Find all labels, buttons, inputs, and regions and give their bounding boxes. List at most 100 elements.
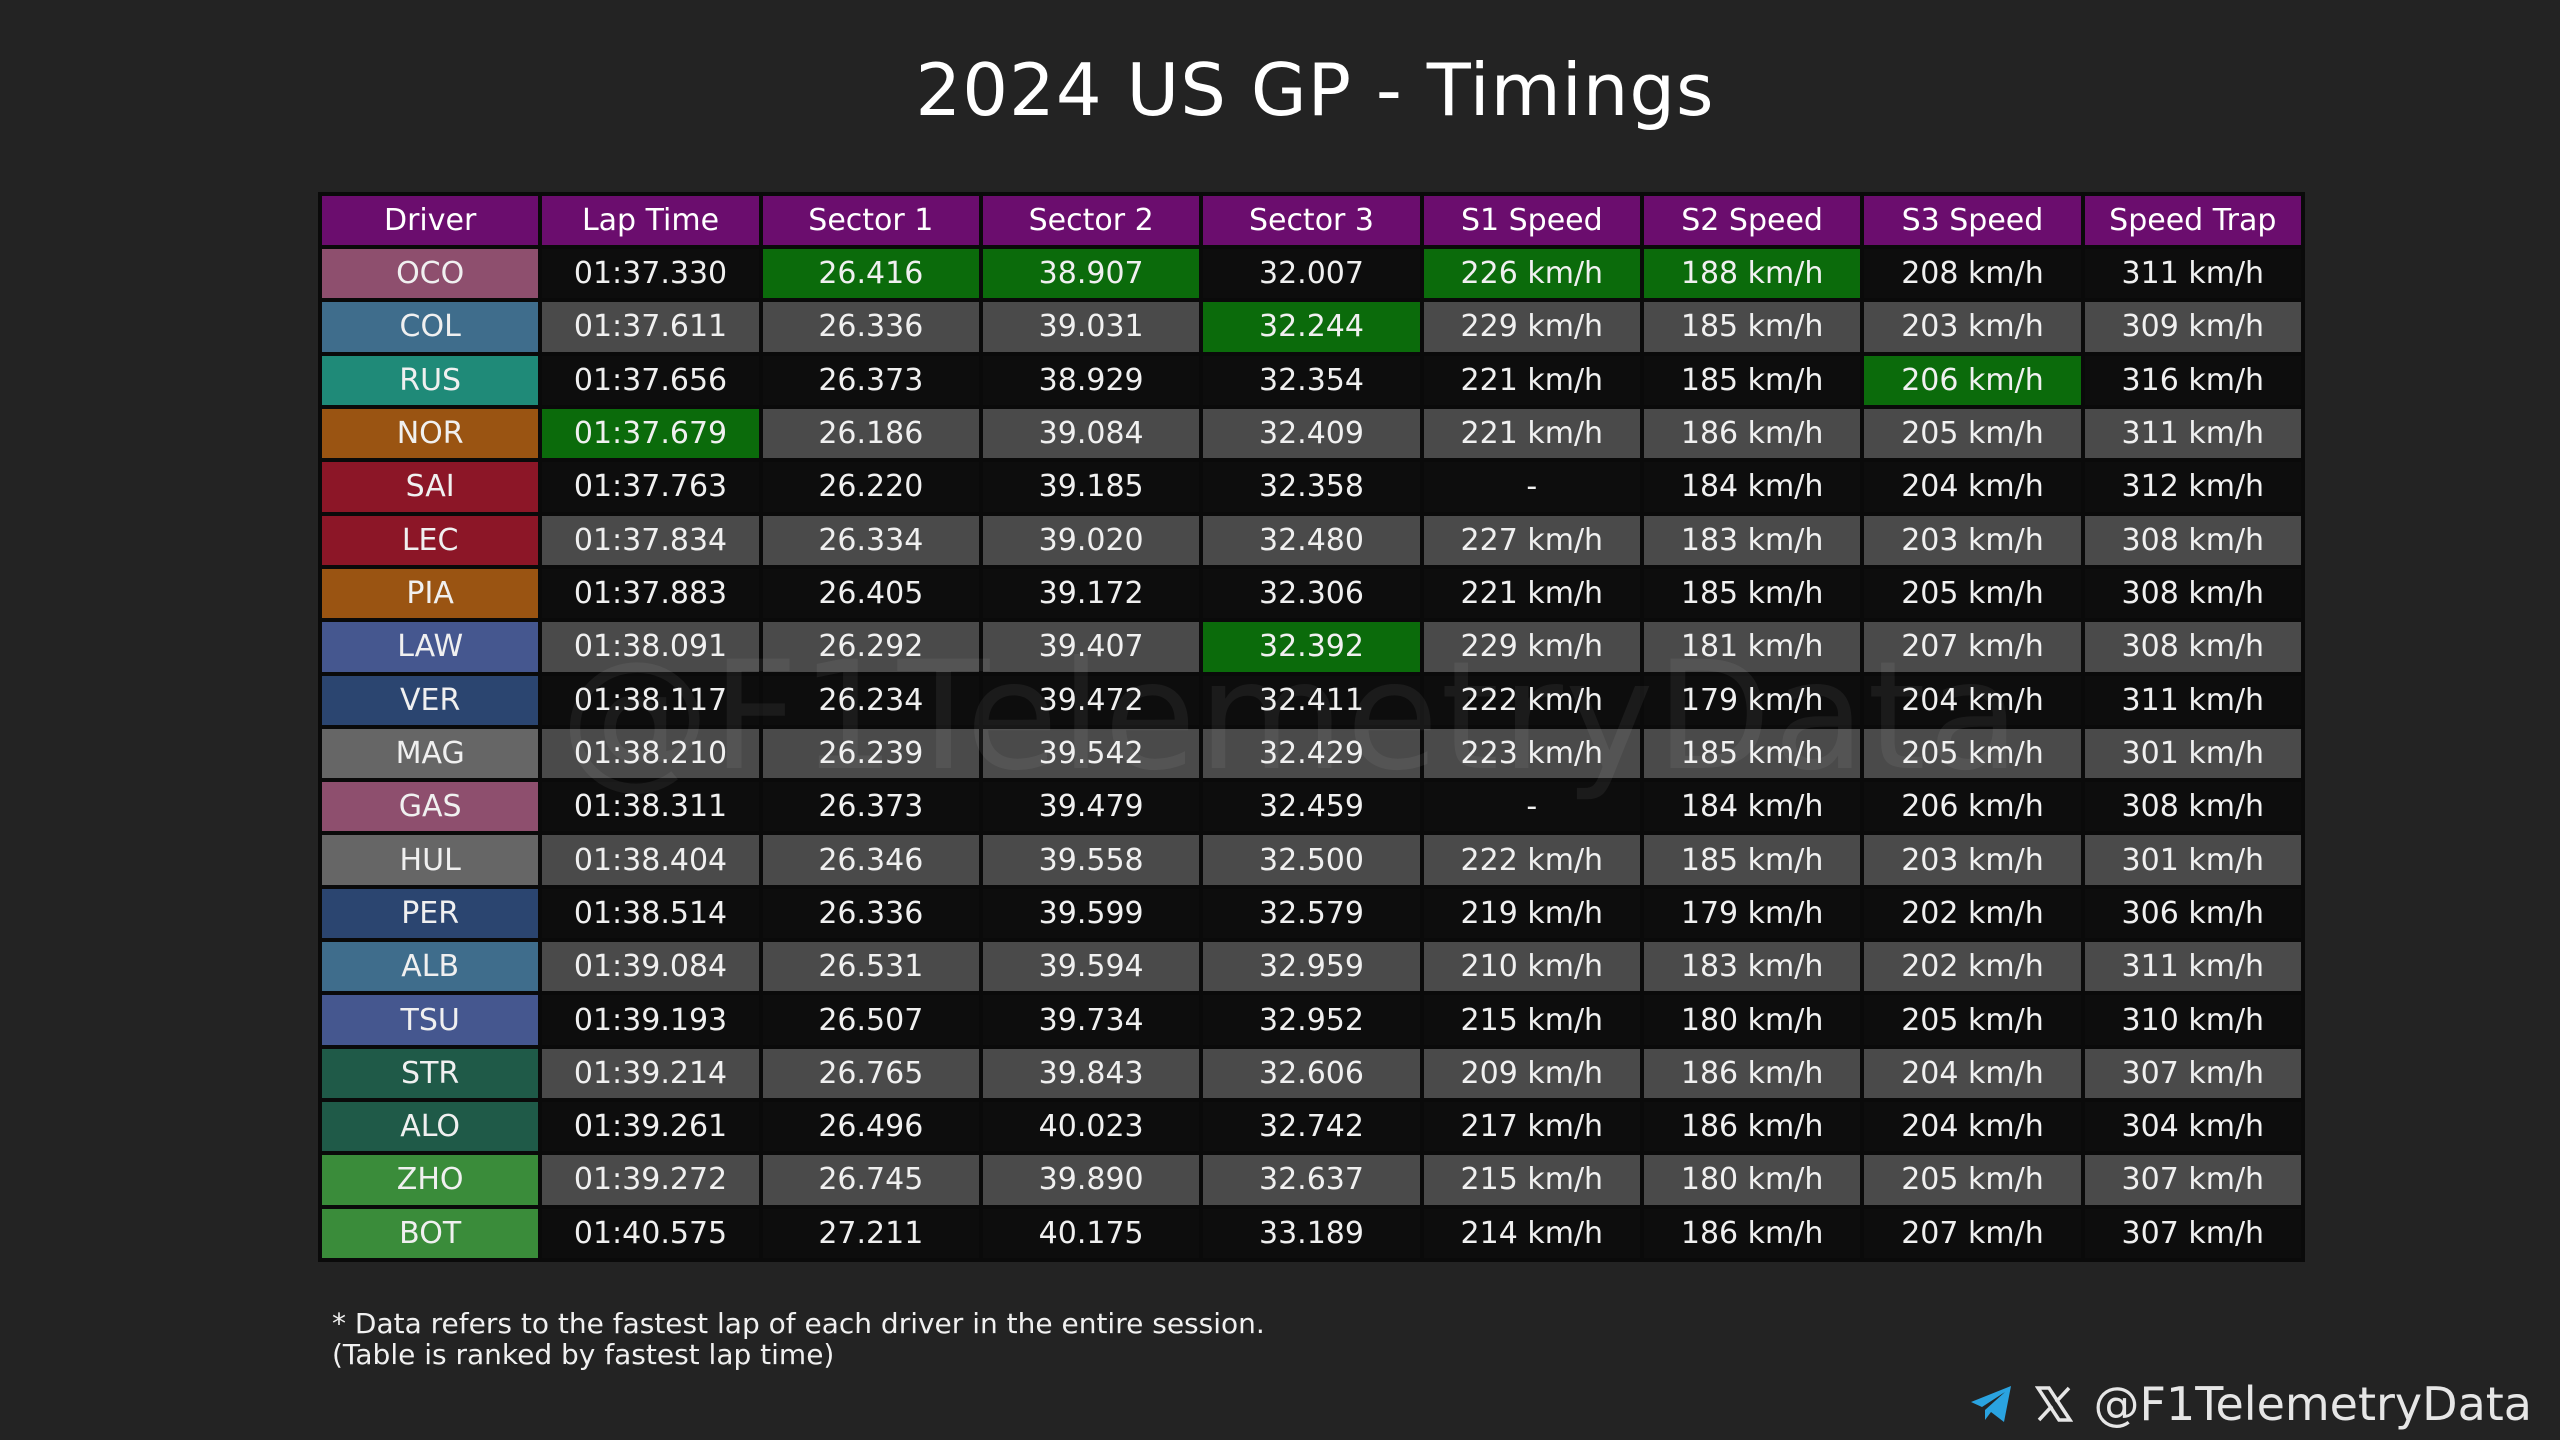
value-cell: 32.742	[1203, 1102, 1420, 1152]
best-value-cell: 188 km/h	[1643, 249, 1861, 299]
column-header: Speed Trap	[2084, 196, 2301, 245]
page-title: 2024 US GP - Timings	[915, 48, 1715, 132]
column-header: S3 Speed	[1864, 196, 2081, 245]
value-cell: 39.558	[982, 835, 1200, 885]
value-cell: 26.334	[762, 515, 979, 565]
value-cell: 184 km/h	[1643, 462, 1861, 512]
column-header: Sector 3	[1203, 196, 1420, 245]
table-row: VER 01:38.117 26.234 39.472 32.411 222 km/h 17…	[322, 675, 2301, 725]
value-cell: 205 km/h	[1864, 995, 2081, 1045]
value-cell: 39.031	[982, 302, 1200, 352]
value-cell: 312 km/h	[2084, 462, 2301, 512]
table-row: ZHO 01:39.272 26.745 39.890 32.637 215 km/h 18…	[322, 1155, 2301, 1205]
value-cell: 222 km/h	[1423, 835, 1640, 885]
value-cell: 185 km/h	[1643, 302, 1861, 352]
value-cell: 01:39.272	[542, 1155, 759, 1205]
x-icon[interactable]	[2035, 1385, 2074, 1423]
value-cell: 01:37.611	[542, 302, 759, 352]
driver-cell: OCO	[322, 249, 539, 299]
telegram-icon[interactable]	[1969, 1384, 2015, 1424]
value-cell: 214 km/h	[1423, 1208, 1640, 1258]
value-cell: 204 km/h	[1864, 675, 2081, 725]
table-row: NOR 01:37.679 26.186 39.084 32.409 221 km/h 18…	[322, 408, 2301, 459]
value-cell: 32.409	[1203, 408, 1420, 459]
header-row: Driver Lap Time Sector 1 Sector 2 Sector 3 S1…	[322, 196, 2301, 245]
value-cell: 205 km/h	[1864, 408, 2081, 459]
best-value-cell: 32.244	[1203, 302, 1420, 352]
value-cell: 01:39.193	[542, 995, 759, 1045]
value-cell: 32.637	[1203, 1155, 1420, 1205]
value-cell: 39.843	[982, 1048, 1200, 1098]
value-cell: 26.234	[762, 675, 979, 725]
table-row: RUS 01:37.656 26.373 38.929 32.354 221 km/h 18…	[322, 355, 2301, 405]
column-header: Driver	[322, 196, 539, 245]
value-cell: 26.531	[762, 942, 979, 992]
value-cell: 01:39.214	[542, 1048, 759, 1098]
value-cell: 32.429	[1203, 728, 1420, 779]
value-cell: 183 km/h	[1643, 515, 1861, 565]
value-cell: 01:38.311	[542, 782, 759, 832]
table-body: OCO 01:37.330 26.416 38.907 32.007 226 km/h 18…	[322, 249, 2301, 1258]
value-cell: 01:38.404	[542, 835, 759, 885]
value-cell: 01:38.514	[542, 888, 759, 939]
value-cell: 227 km/h	[1423, 515, 1640, 565]
driver-cell: ALO	[322, 1102, 539, 1152]
driver-cell: VER	[322, 675, 539, 725]
value-cell: 32.959	[1203, 942, 1420, 992]
table-header: Driver Lap Time Sector 1 Sector 2 Sector 3 S1…	[322, 196, 2301, 245]
value-cell: 01:39.261	[542, 1102, 759, 1152]
value-cell: 311 km/h	[2084, 249, 2301, 299]
value-cell: 01:38.091	[542, 622, 759, 672]
value-cell: 32.459	[1203, 782, 1420, 832]
value-cell: 01:38.210	[542, 728, 759, 779]
footnotes: * Data refers to the fastest lap of each…	[332, 1308, 1265, 1370]
value-cell: 311 km/h	[2084, 675, 2301, 725]
footnote-line-2: (Table is ranked by fastest lap time)	[332, 1338, 835, 1371]
table-row: LEC 01:37.834 26.334 39.020 32.480 227 km/h 18…	[322, 515, 2301, 565]
value-cell: 26.373	[762, 355, 979, 405]
value-cell: 223 km/h	[1423, 728, 1640, 779]
value-cell: 308 km/h	[2084, 782, 2301, 832]
value-cell: 221 km/h	[1423, 355, 1640, 405]
value-cell: 39.020	[982, 515, 1200, 565]
table-row: MAG 01:38.210 26.239 39.542 32.429 223 km/h 18…	[322, 728, 2301, 779]
value-cell: 307 km/h	[2084, 1155, 2301, 1205]
value-cell: 39.407	[982, 622, 1200, 672]
value-cell: 32.606	[1203, 1048, 1420, 1098]
value-cell: 26.496	[762, 1102, 979, 1152]
value-cell: 217 km/h	[1423, 1102, 1640, 1152]
value-cell: 316 km/h	[2084, 355, 2301, 405]
value-cell: 307 km/h	[2084, 1208, 2301, 1258]
driver-cell: RUS	[322, 355, 539, 405]
social-handle[interactable]: @F1TelemetryData	[2093, 1377, 2532, 1431]
table-row: SAI 01:37.763 26.220 39.185 32.358-184 km/h 2…	[322, 462, 2301, 512]
value-cell: 202 km/h	[1864, 888, 2081, 939]
driver-cell: TSU	[322, 995, 539, 1045]
value-cell: 32.480	[1203, 515, 1420, 565]
value-cell: 229 km/h	[1423, 622, 1640, 672]
value-cell: 206 km/h	[1864, 782, 2081, 832]
value-cell: -	[1423, 462, 1640, 512]
best-value-cell: 206 km/h	[1864, 355, 2081, 405]
value-cell: 186 km/h	[1643, 408, 1861, 459]
best-value-cell: 26.416	[762, 249, 979, 299]
driver-cell: STR	[322, 1048, 539, 1098]
table-row: BOT 01:40.575 27.211 40.175 33.189 214 km/h 18…	[322, 1208, 2301, 1258]
value-cell: 26.336	[762, 302, 979, 352]
value-cell: 207 km/h	[1864, 622, 2081, 672]
value-cell: 185 km/h	[1643, 568, 1861, 619]
best-value-cell: 226 km/h	[1423, 249, 1640, 299]
table-row: TSU 01:39.193 26.507 39.734 32.952 215 km/h 18…	[322, 995, 2301, 1045]
value-cell: 32.500	[1203, 835, 1420, 885]
value-cell: 39.084	[982, 408, 1200, 459]
value-cell: 215 km/h	[1423, 1155, 1640, 1205]
driver-cell: ZHO	[322, 1155, 539, 1205]
column-header: Lap Time	[542, 196, 759, 245]
value-cell: 26.292	[762, 622, 979, 672]
value-cell: 202 km/h	[1864, 942, 2081, 992]
value-cell: 229 km/h	[1423, 302, 1640, 352]
value-cell: -	[1423, 782, 1640, 832]
value-cell: 33.189	[1203, 1208, 1420, 1258]
value-cell: 301 km/h	[2084, 728, 2301, 779]
timings-table: Driver Lap Time Sector 1 Sector 2 Sector 3 S1…	[318, 192, 2305, 1262]
